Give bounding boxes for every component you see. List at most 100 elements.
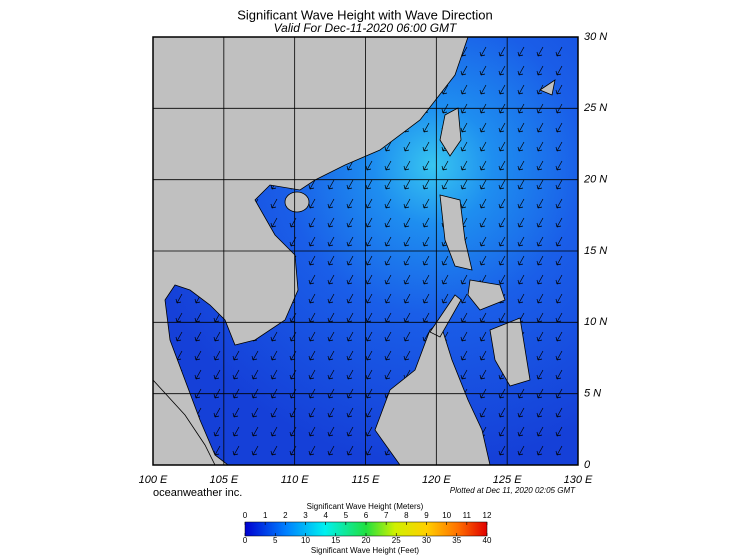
arrow (327, 274, 335, 285)
arrow (403, 331, 411, 342)
arrow (536, 198, 544, 209)
lon-label: 110 E (281, 474, 310, 486)
arrow (365, 198, 373, 209)
arrow (555, 65, 563, 76)
arrow (517, 198, 525, 209)
arrow (517, 217, 525, 228)
arrow (555, 331, 563, 342)
arrow (194, 331, 202, 342)
arrow (536, 179, 544, 190)
arrow (479, 236, 487, 247)
arrow (308, 312, 316, 323)
arrow (460, 141, 468, 152)
arrow (327, 331, 335, 342)
arrow (327, 350, 335, 361)
meters-tick-label: 2 (283, 511, 288, 520)
arrow (251, 350, 259, 361)
arrow (536, 426, 544, 437)
feet-tick-label: 0 (243, 536, 248, 545)
arrow (479, 198, 487, 209)
colorbar-title-feet: Significant Wave Height (Feet) (311, 546, 420, 555)
arrow (498, 160, 506, 171)
arrow (346, 350, 354, 361)
arrow (384, 160, 392, 171)
meters-tick-label: 5 (344, 511, 349, 520)
arrow (479, 369, 487, 380)
arrow (460, 65, 468, 76)
arrow (517, 445, 525, 456)
meters-tick-label: 7 (384, 511, 389, 520)
arrow (498, 312, 506, 323)
arrow (270, 445, 278, 456)
arrow (517, 426, 525, 437)
arrow (232, 426, 240, 437)
arrow (555, 179, 563, 190)
arrow (460, 369, 468, 380)
arrow (498, 407, 506, 418)
arrow (536, 293, 544, 304)
arrow (498, 255, 506, 266)
arrow (384, 369, 392, 380)
arrow (365, 312, 373, 323)
arrow (308, 331, 316, 342)
arrow (460, 274, 468, 285)
arrow (346, 217, 354, 228)
credit: oceanweather inc. (153, 487, 242, 499)
arrow (555, 84, 563, 95)
mindanao (489, 317, 531, 387)
arrow (517, 160, 525, 171)
arrow (346, 236, 354, 247)
arrow (346, 293, 354, 304)
arrow (308, 236, 316, 247)
arrow (517, 122, 525, 133)
arrow (365, 350, 373, 361)
mainland (153, 37, 469, 465)
arrow (517, 141, 525, 152)
arrow (536, 331, 544, 342)
arrow (308, 369, 316, 380)
arrow (346, 255, 354, 266)
arrow (441, 179, 449, 190)
arrow (536, 274, 544, 285)
arrow (403, 160, 411, 171)
arrow (422, 255, 430, 266)
arrow (327, 312, 335, 323)
arrow (422, 293, 430, 304)
arrow (213, 331, 221, 342)
arrow (536, 46, 544, 57)
meters-tick-label: 8 (404, 511, 409, 520)
arrow (384, 217, 392, 228)
arrow (308, 217, 316, 228)
arrow (555, 293, 563, 304)
lat-label: 10 N (584, 316, 607, 328)
arrow (479, 122, 487, 133)
meters-tick-label: 4 (323, 511, 328, 520)
arrow (479, 331, 487, 342)
arrow (555, 160, 563, 171)
arrow (270, 350, 278, 361)
arrow (346, 160, 354, 171)
arrow (422, 122, 430, 133)
arrow (308, 255, 316, 266)
arrow (346, 274, 354, 285)
arrow (403, 293, 411, 304)
arrow (365, 274, 373, 285)
arrow (213, 426, 221, 437)
arrow (365, 331, 373, 342)
arrow (441, 293, 449, 304)
arrow (327, 179, 335, 190)
feet-tick-label: 5 (273, 536, 278, 545)
arrow (536, 141, 544, 152)
arrow (479, 141, 487, 152)
arrow (308, 407, 316, 418)
arrow (498, 84, 506, 95)
arrow (498, 141, 506, 152)
sumatra (153, 379, 216, 465)
arrow (251, 445, 259, 456)
arrow (460, 160, 468, 171)
arrow (403, 198, 411, 209)
arrow (422, 141, 430, 152)
arrow (270, 426, 278, 437)
arrow (251, 369, 259, 380)
